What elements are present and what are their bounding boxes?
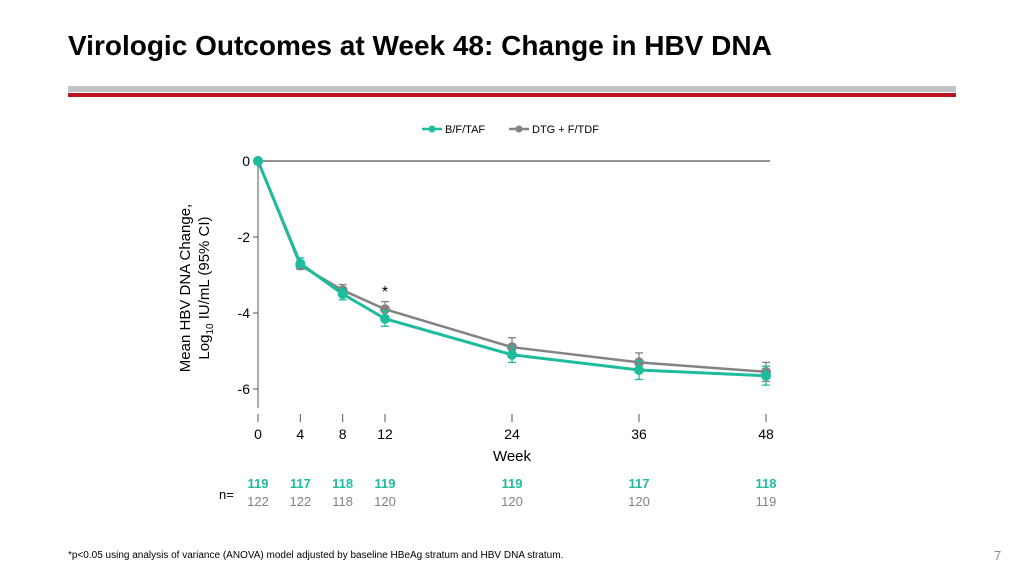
n-count: 118 [332, 494, 353, 509]
n-count: 122 [289, 494, 311, 509]
data-point [507, 349, 517, 360]
y-tick-label: -2 [238, 229, 251, 245]
legend-label: B/F/TAF [445, 124, 485, 136]
title-rule-grey [68, 86, 956, 92]
x-tick-label: 8 [339, 426, 347, 442]
legend-label: DTG + F/TDF [532, 124, 599, 136]
n-count: 120 [501, 494, 523, 509]
x-tick-label: 12 [377, 426, 393, 442]
n-at-risk-table: n= 119 117 118 119 119 117 118 122 122 118 120 120 12… [219, 476, 776, 509]
n-count: 119 [248, 476, 269, 491]
x-tick-label: 24 [504, 426, 520, 442]
n-count: 120 [374, 494, 396, 509]
n-label: n= [219, 487, 234, 502]
series-b-f-taf [253, 156, 771, 386]
title-rule-red [68, 93, 956, 97]
x-tick-label: 36 [631, 426, 647, 442]
slide-title: Virologic Outcomes at Week 48: Change in… [68, 30, 772, 61]
y-axis-label: Mean HBV DNA Change, Log10 IU/mL (95% CI… [177, 204, 216, 372]
n-count: 117 [290, 476, 311, 491]
data-point [761, 370, 771, 381]
data-point [380, 313, 390, 324]
x-tick-label: 0 [254, 426, 262, 442]
y-tick-label: -6 [238, 381, 251, 397]
data-point [253, 156, 263, 166]
x-tick-label: 48 [758, 426, 774, 442]
n-count: 119 [756, 494, 777, 509]
n-count: 120 [628, 494, 650, 509]
n-count: 119 [375, 476, 396, 491]
series-layer [253, 156, 771, 386]
y-tick-label: -4 [238, 305, 251, 321]
data-point [295, 258, 306, 269]
n-count: 118 [332, 476, 353, 491]
chart-legend: B/F/TAF DTG + F/TDF [422, 124, 599, 136]
significance-asterisk: * [382, 284, 388, 301]
data-point [634, 365, 644, 375]
x-axis-label: Week [493, 448, 532, 465]
n-count: 122 [247, 494, 269, 509]
y-axis-label-line1: Mean HBV DNA Change, [177, 204, 194, 372]
y-axis-label-line2: Log10 IU/mL (95% CI) [196, 216, 216, 359]
y-tick-label: 0 [242, 153, 250, 169]
page-number: 7 [994, 548, 1002, 563]
x-tick-label: 4 [296, 426, 304, 442]
legend-swatch-marker [428, 125, 436, 133]
legend-swatch-marker [515, 125, 523, 133]
n-count: 118 [756, 476, 777, 491]
n-count: 117 [629, 476, 650, 491]
annotation-layer: * [382, 284, 388, 301]
footnote: *p<0.05 using analysis of variance (ANOV… [68, 550, 564, 561]
n-count: 119 [502, 476, 523, 491]
data-point [337, 289, 348, 299]
